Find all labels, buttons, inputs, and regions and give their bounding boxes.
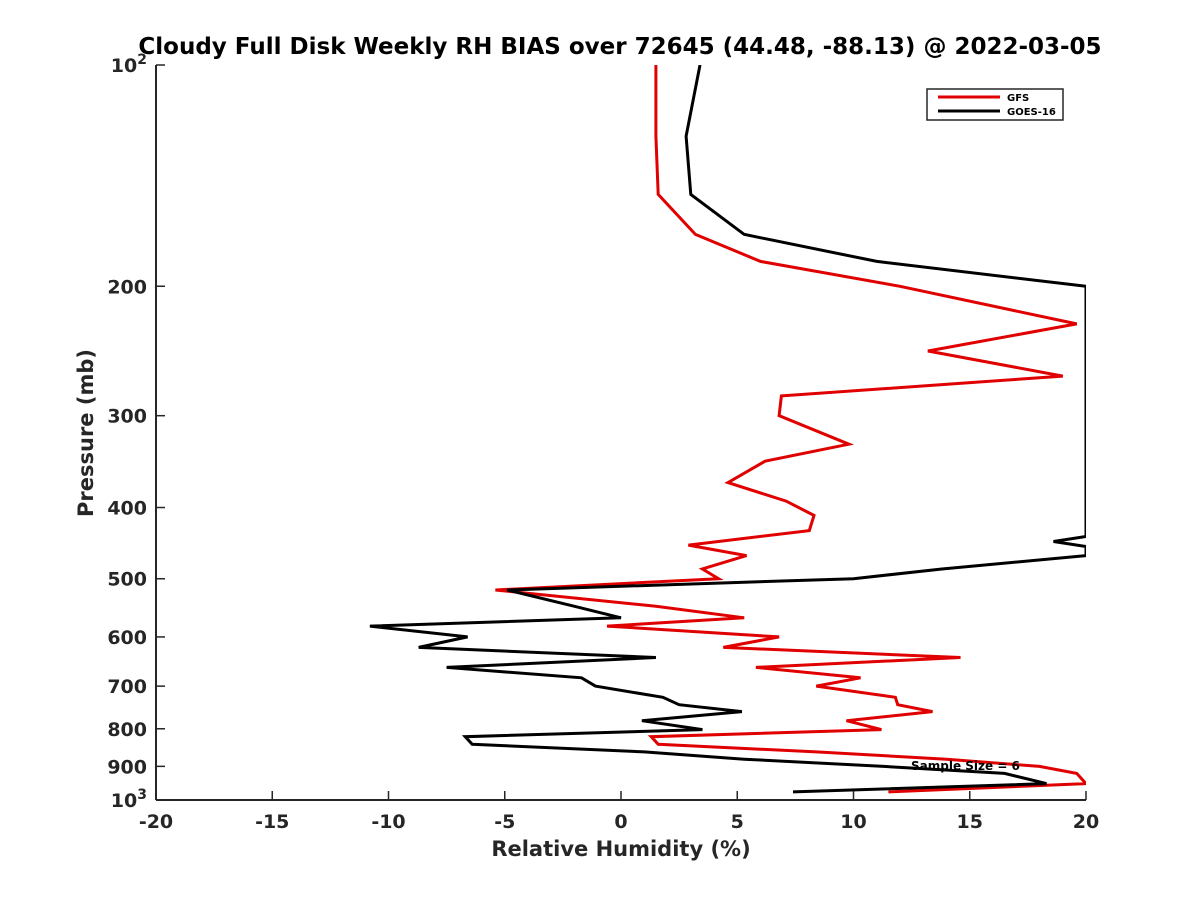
x-tick-label: 10: [840, 811, 866, 833]
y-tick-label: 600: [107, 627, 147, 649]
y-tick-label: 800: [107, 719, 147, 741]
sample-size-annotation: Sample Size = 6: [911, 759, 1020, 773]
y-tick-label: 700: [107, 676, 147, 698]
x-axis-ticks: -20 -15 -10 -5 0 5 10 15 20: [139, 791, 1099, 833]
legend-label-goes16: GOES-16: [1007, 107, 1056, 118]
y-tick-label: 500: [107, 569, 147, 591]
y-tick-label: 103: [111, 787, 147, 812]
y-tick-label: 102: [111, 52, 147, 77]
x-tick-label: -15: [255, 811, 289, 833]
y-axis-title: Pressure (mb): [74, 349, 98, 517]
x-tick-label: -10: [371, 811, 405, 833]
series-layer: [369, 65, 1086, 794]
legend: GFS GOES-16: [926, 88, 1064, 121]
x-axis-title: Relative Humidity (%): [491, 837, 750, 861]
legend-box: [926, 88, 1064, 121]
x-tick-label: 5: [731, 811, 744, 833]
x-tick-label: 15: [957, 811, 983, 833]
x-tick-label: 20: [1073, 811, 1099, 833]
x-tick-label: 0: [614, 811, 627, 833]
series-line-gfs: [495, 65, 1086, 794]
series-line-goes16: [369, 65, 1086, 794]
y-tick-label: 400: [107, 498, 147, 520]
y-tick-label: 900: [107, 756, 147, 778]
y-tick-label: 300: [107, 406, 147, 428]
chart-title: Cloudy Full Disk Weekly RH BIAS over 726…: [138, 34, 1101, 60]
y-tick-label: 200: [107, 276, 147, 298]
legend-label-gfs: GFS: [1007, 93, 1029, 104]
x-tick-label: -5: [494, 811, 515, 833]
x-tick-label: -20: [139, 811, 173, 833]
y-axis-ticks: 102 200 300 400 500 600 700 800 900 103: [107, 52, 165, 812]
